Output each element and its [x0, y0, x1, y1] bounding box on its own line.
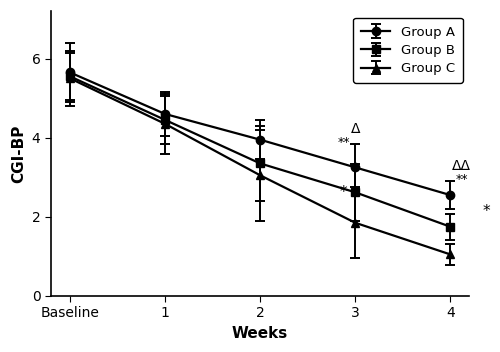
Text: *: * [340, 185, 347, 200]
Text: **: ** [338, 136, 350, 149]
Legend: Group A, Group B, Group C: Group A, Group B, Group C [353, 18, 463, 83]
Text: Δ: Δ [350, 122, 360, 136]
Text: ΔΔ: ΔΔ [452, 159, 471, 173]
Y-axis label: CGI-BP: CGI-BP [11, 124, 26, 183]
X-axis label: Weeks: Weeks [232, 326, 288, 341]
Text: **: ** [456, 173, 468, 186]
Text: *: * [482, 204, 490, 219]
